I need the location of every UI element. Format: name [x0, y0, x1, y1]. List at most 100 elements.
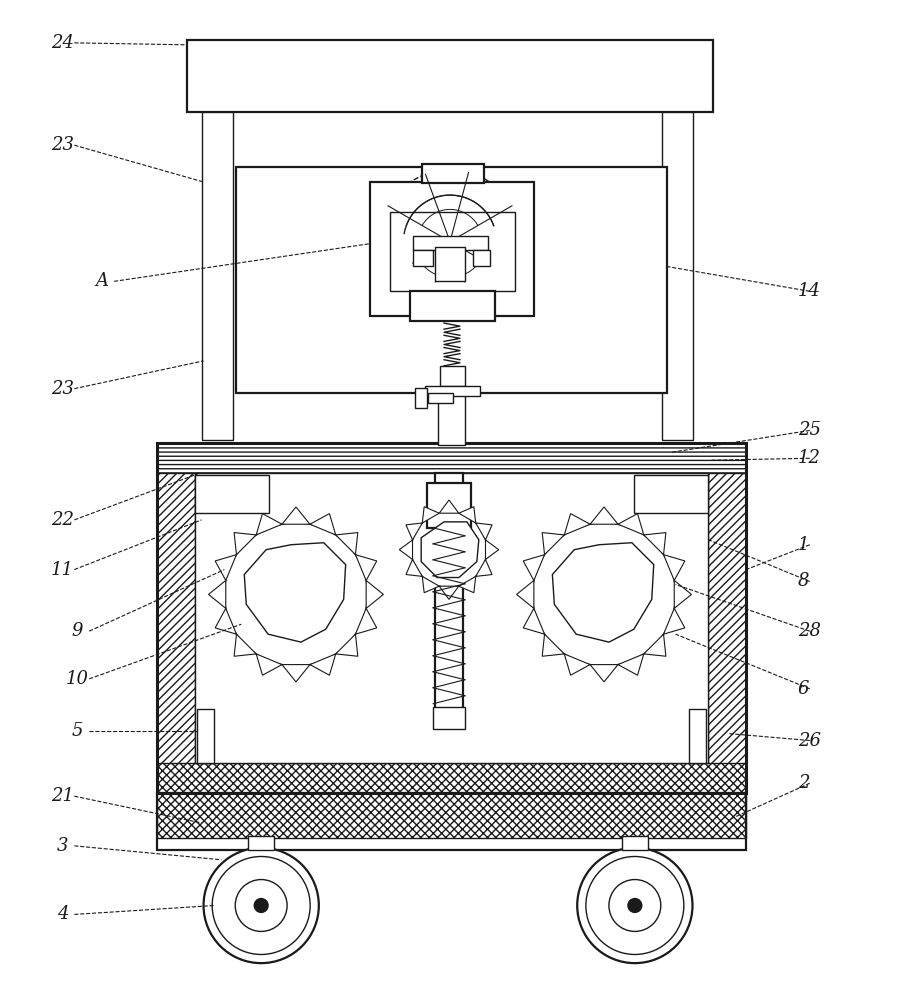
Polygon shape — [366, 580, 384, 608]
Text: 4: 4 — [57, 905, 68, 923]
Polygon shape — [644, 634, 666, 656]
Bar — [202, 112, 233, 440]
Text: 26: 26 — [798, 732, 821, 750]
Polygon shape — [421, 522, 478, 578]
Polygon shape — [523, 555, 544, 580]
Polygon shape — [564, 654, 590, 675]
Circle shape — [224, 523, 368, 666]
Circle shape — [378, 170, 522, 313]
Text: 6: 6 — [798, 680, 809, 698]
Polygon shape — [486, 540, 498, 559]
Bar — [157, 443, 746, 793]
Polygon shape — [244, 543, 346, 642]
Polygon shape — [310, 654, 336, 675]
Polygon shape — [406, 559, 423, 576]
Bar — [187, 40, 714, 112]
Bar — [195, 475, 269, 513]
Polygon shape — [663, 608, 685, 634]
Bar — [622, 836, 648, 850]
Polygon shape — [459, 507, 476, 523]
Bar — [661, 112, 694, 440]
Bar — [157, 443, 195, 793]
Polygon shape — [564, 514, 590, 535]
Bar — [708, 443, 746, 793]
Text: 5: 5 — [71, 722, 83, 740]
Bar — [423, 164, 484, 183]
Text: 28: 28 — [798, 622, 821, 640]
Bar — [195, 473, 708, 763]
Polygon shape — [542, 533, 564, 555]
Circle shape — [212, 856, 310, 954]
Bar — [157, 763, 746, 793]
Polygon shape — [590, 507, 618, 524]
Polygon shape — [542, 634, 564, 656]
Circle shape — [532, 523, 676, 666]
Bar — [634, 475, 708, 513]
Polygon shape — [674, 580, 691, 608]
Bar — [427, 483, 471, 528]
Polygon shape — [644, 533, 666, 555]
Bar — [370, 182, 534, 316]
Polygon shape — [618, 514, 644, 535]
Polygon shape — [423, 507, 439, 523]
Text: 2: 2 — [798, 774, 809, 792]
Polygon shape — [516, 580, 534, 608]
Text: 10: 10 — [66, 670, 89, 688]
Circle shape — [254, 899, 268, 912]
Circle shape — [586, 856, 684, 954]
Polygon shape — [234, 634, 256, 656]
Text: 9: 9 — [71, 622, 83, 640]
Bar — [438, 393, 465, 445]
Text: 23: 23 — [51, 136, 74, 154]
Bar — [414, 250, 433, 266]
Polygon shape — [423, 576, 439, 593]
Polygon shape — [523, 608, 544, 634]
Polygon shape — [336, 634, 358, 656]
Circle shape — [628, 899, 642, 912]
Bar — [196, 709, 214, 763]
Bar — [157, 443, 746, 473]
Bar — [435, 247, 465, 281]
Polygon shape — [256, 654, 282, 675]
Text: 25: 25 — [798, 421, 821, 439]
Bar — [440, 366, 465, 386]
Circle shape — [411, 512, 487, 587]
Polygon shape — [552, 543, 654, 642]
Text: A: A — [96, 272, 109, 290]
Polygon shape — [590, 665, 618, 682]
Text: 24: 24 — [51, 34, 74, 52]
Polygon shape — [439, 500, 459, 513]
Text: 21: 21 — [51, 787, 74, 805]
Bar — [414, 236, 487, 250]
Polygon shape — [282, 665, 310, 682]
Circle shape — [204, 848, 319, 963]
Text: 8: 8 — [798, 572, 809, 590]
Bar — [428, 393, 453, 403]
Bar — [473, 250, 490, 266]
Bar — [236, 167, 667, 393]
Circle shape — [235, 880, 287, 931]
Polygon shape — [406, 523, 423, 540]
Bar — [688, 709, 706, 763]
Polygon shape — [282, 507, 310, 524]
Bar — [157, 793, 746, 850]
Text: 11: 11 — [51, 561, 74, 579]
Circle shape — [609, 880, 660, 931]
Bar — [425, 386, 480, 396]
Bar — [415, 388, 427, 408]
Bar — [435, 473, 463, 709]
Bar — [410, 291, 495, 321]
Polygon shape — [256, 514, 282, 535]
Circle shape — [578, 848, 693, 963]
Polygon shape — [618, 654, 644, 675]
Polygon shape — [439, 586, 459, 599]
Text: 14: 14 — [798, 282, 821, 300]
Polygon shape — [663, 555, 685, 580]
Bar — [433, 707, 465, 729]
Polygon shape — [215, 608, 236, 634]
Text: 22: 22 — [51, 511, 74, 529]
Polygon shape — [356, 608, 377, 634]
Polygon shape — [476, 523, 492, 540]
Bar — [390, 212, 514, 291]
Polygon shape — [476, 559, 492, 576]
